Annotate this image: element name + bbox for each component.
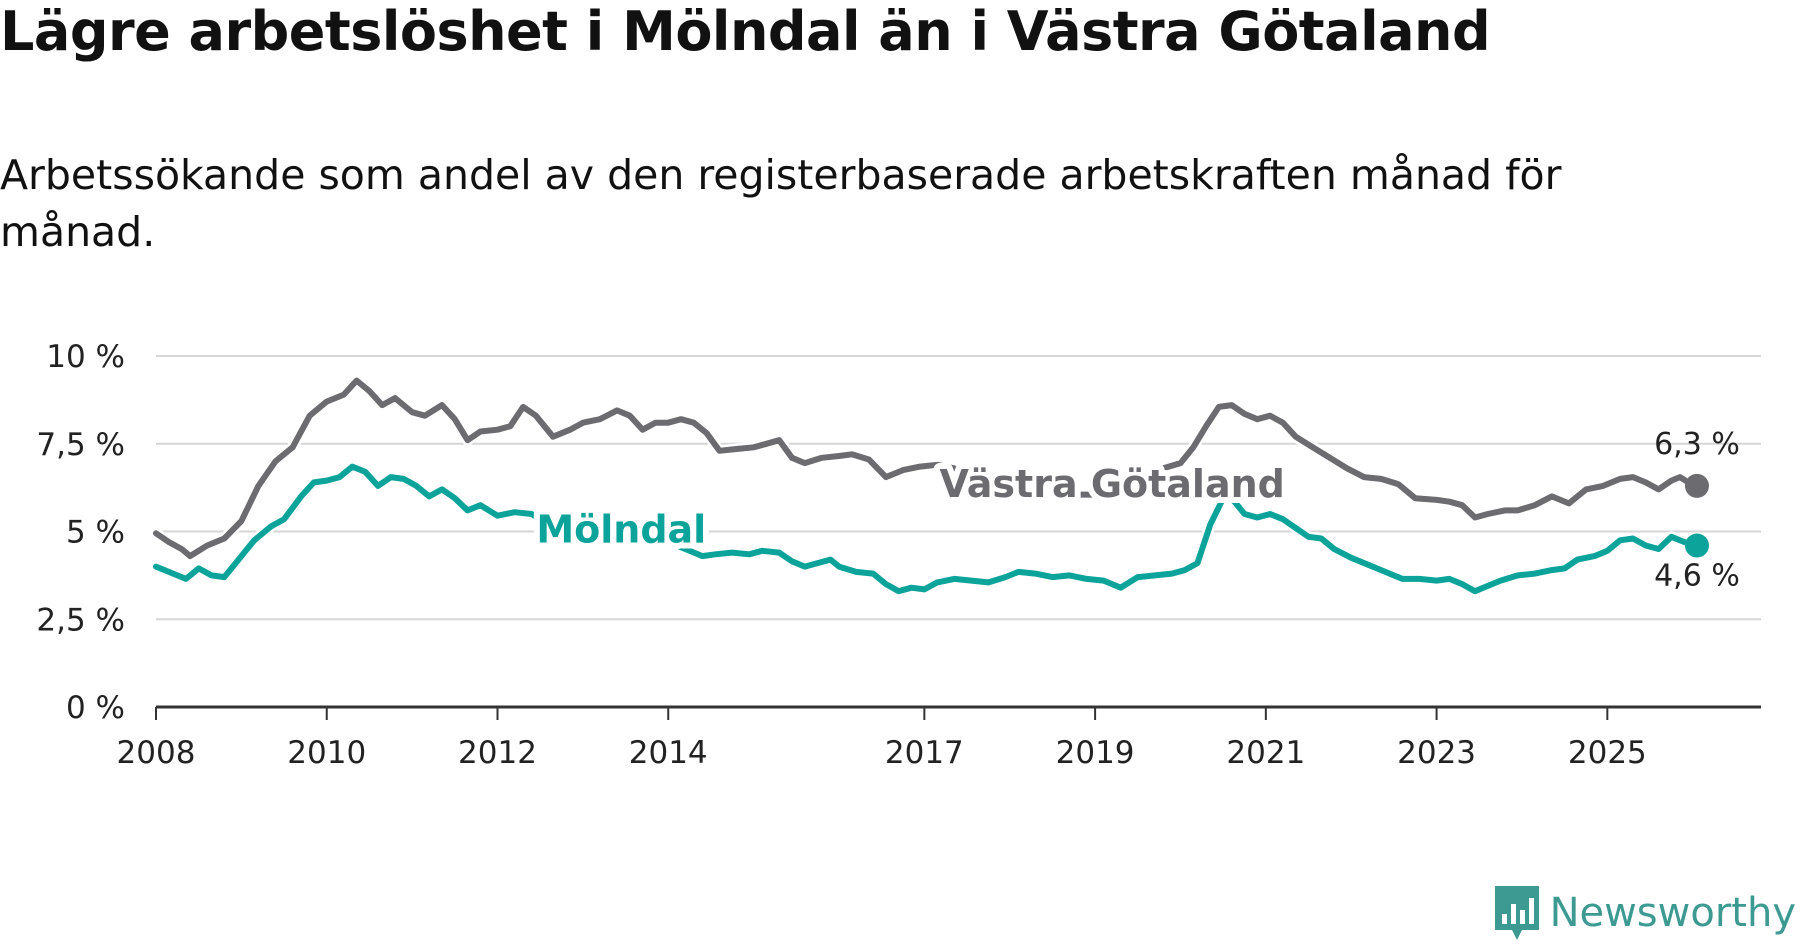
x-tick-label: 2012 bbox=[458, 735, 537, 771]
newsworthy-logo-icon bbox=[1494, 886, 1539, 940]
chart-title: Lägre arbetslöshet i Mölndal än i Västra… bbox=[0, 0, 1491, 63]
y-tick-label: 2,5 % bbox=[36, 602, 125, 638]
brand-name: Newsworthy bbox=[1549, 890, 1796, 936]
series-labels: Västra Götaland Mölndal bbox=[530, 456, 1291, 558]
x-tick-label: 2021 bbox=[1226, 735, 1305, 771]
series-line-molndal bbox=[153, 463, 1700, 595]
y-tick-label: 10 % bbox=[46, 339, 125, 375]
brand: Newsworthy bbox=[1492, 884, 1796, 942]
series-halo-molndal bbox=[150, 461, 1703, 597]
end-label-molndal: 4,6 % bbox=[1654, 559, 1740, 594]
y-tick-label: 0 % bbox=[66, 690, 125, 726]
gridlines bbox=[156, 355, 1761, 621]
line-chart: 0 % 2,5 % 5 % 7,5 % 10 % 2008 2010 2012 2014 201… bbox=[36, 339, 1761, 771]
x-tick-label: 2025 bbox=[1568, 735, 1647, 771]
series-lines: 6,3 % 4,6 % bbox=[150, 375, 1740, 597]
end-label-vastra-gotaland: 6,3 % bbox=[1654, 427, 1740, 462]
series-line-vastra-gotaland bbox=[153, 377, 1700, 560]
end-point-molndal bbox=[1684, 533, 1709, 558]
series-label-vastra-gotaland: Västra Götaland bbox=[939, 462, 1284, 506]
y-tick-label: 5 % bbox=[66, 515, 125, 551]
x-tick-label: 2014 bbox=[629, 735, 708, 771]
x-tick-label: 2019 bbox=[1056, 735, 1135, 771]
x-tick-label: 2017 bbox=[885, 735, 964, 771]
chart-subtitle: Arbetssökande som andel av den registerb… bbox=[0, 151, 1562, 256]
x-axis: 2008 2010 2012 2014 2017 2019 2021 2023 2025 bbox=[117, 705, 1761, 771]
x-tick-label: 2008 bbox=[117, 735, 196, 771]
series-label-molndal: Mölndal bbox=[536, 508, 706, 552]
x-tick-label: 2010 bbox=[287, 735, 366, 771]
x-tick-label: 2023 bbox=[1397, 735, 1476, 771]
y-tick-label: 7,5 % bbox=[36, 427, 125, 463]
y-axis: 0 % 2,5 % 5 % 7,5 % 10 % bbox=[36, 339, 125, 726]
end-point-vastra-gotaland bbox=[1684, 473, 1709, 498]
